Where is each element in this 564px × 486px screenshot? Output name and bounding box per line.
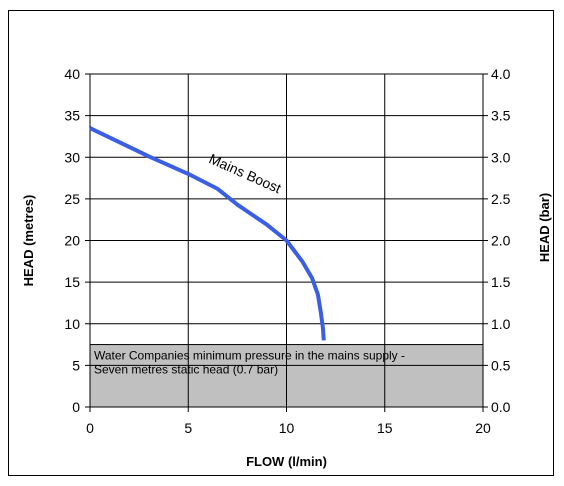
y-tick-label: 0 xyxy=(72,399,80,415)
x-tick-label: 20 xyxy=(475,420,491,436)
y2-axis-title: HEAD (bar) xyxy=(537,193,552,262)
x-tick-label: 0 xyxy=(86,420,94,436)
y-tick-label: 5 xyxy=(72,357,80,373)
y-tick-label: 30 xyxy=(64,149,80,165)
min-pressure-note-line-1: Water Companies minimum pressure in the … xyxy=(94,349,405,363)
x-tick-labels: 0 5 10 15 20 xyxy=(86,420,491,436)
y-tick-label: 25 xyxy=(64,191,80,207)
y-tick-label: 10 xyxy=(64,316,80,332)
x-axis-title: FLOW (l/min) xyxy=(246,454,327,469)
y-tick-labels: 0 5 10 15 20 25 30 35 40 xyxy=(64,66,80,415)
y-tick-label: 40 xyxy=(64,66,80,82)
min-pressure-note-line-2: Seven metres static head (0.7 bar) xyxy=(94,363,278,377)
tick-marks xyxy=(85,73,488,412)
y2-tick-label: 3.0 xyxy=(491,149,511,165)
y-tick-label: 20 xyxy=(64,233,80,249)
y2-tick-label: 1.5 xyxy=(491,274,511,290)
chart-frame: Water Companies minimum pressure in the … xyxy=(8,10,554,476)
y-axis-title: HEAD (metres) xyxy=(21,195,36,287)
mains-boost-line xyxy=(89,126,326,341)
y2-tick-label: 0.0 xyxy=(491,399,511,415)
y2-tick-labels: 0.0 0.5 1.0 1.5 2.0 2.5 3.0 3.5 4.0 xyxy=(491,66,511,415)
y2-tick-label: 2.5 xyxy=(491,191,511,207)
y-tick-label: 35 xyxy=(64,108,80,124)
x-tick-label: 5 xyxy=(184,420,192,436)
chart: Water Companies minimum pressure in the … xyxy=(21,66,552,469)
x-tick-label: 15 xyxy=(377,420,393,436)
y2-tick-label: 4.0 xyxy=(491,66,511,82)
x-tick-label: 10 xyxy=(279,420,295,436)
y2-tick-label: 3.5 xyxy=(491,108,511,124)
y2-tick-label: 1.0 xyxy=(491,316,511,332)
y2-tick-label: 0.5 xyxy=(491,357,511,373)
y-tick-label: 15 xyxy=(64,274,80,290)
y2-tick-label: 2.0 xyxy=(491,233,511,249)
